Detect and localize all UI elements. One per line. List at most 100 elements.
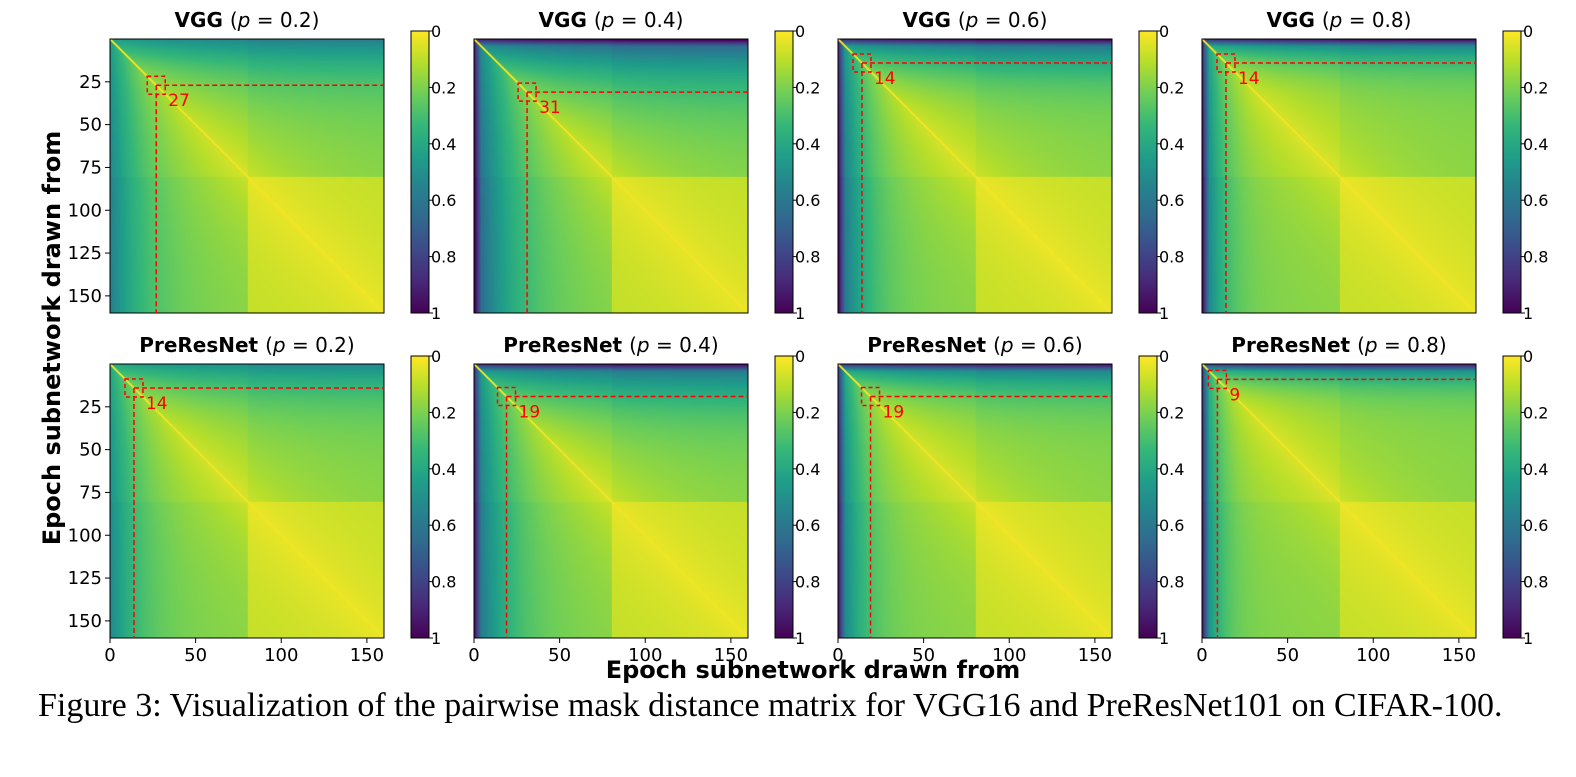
panel-title: PreResNet (p = 0.4) xyxy=(503,333,718,357)
y-tick-label: 125 xyxy=(68,243,102,264)
highlight-label: 14 xyxy=(146,394,168,414)
heatmap-frame xyxy=(473,38,749,314)
panel-title-value: = 0.4) xyxy=(650,333,719,357)
colorbar-tick-label: 0 xyxy=(1159,22,1169,41)
colorbar-tick-label: 0.2 xyxy=(431,403,456,422)
panel-title: VGG (p = 0.8) xyxy=(1267,8,1412,32)
panel-title: VGG (p = 0.4) xyxy=(539,8,684,32)
panel-title-model: PreResNet xyxy=(1231,333,1357,357)
panel-title-open: ( xyxy=(1322,8,1330,32)
colorbar-tick-label: 0.8 xyxy=(431,573,456,592)
colorbar-tick-label: 0 xyxy=(431,22,441,41)
panel-title: PreResNet (p = 0.8) xyxy=(1231,333,1446,357)
colorbar-tick-label: 0.4 xyxy=(431,460,456,479)
colorbar-tick-label: 0.2 xyxy=(795,403,820,422)
colorbar-tick-label: 0 xyxy=(431,347,441,366)
colorbar xyxy=(1502,30,1522,314)
panel-vgg-06: VGG (p = 0.6) 14 0 0.2 0.4 0.6 0.8 1 xyxy=(837,8,1184,323)
x-tick-label: 0 xyxy=(832,645,843,666)
x-tick-label: 150 xyxy=(1078,645,1112,666)
colorbar-tick-label: 0.8 xyxy=(1159,248,1184,267)
y-tick-label: 25 xyxy=(79,72,102,93)
panel-title-value: = 0.6) xyxy=(978,8,1047,32)
y-tick-label: 50 xyxy=(79,440,102,461)
heatmap-image xyxy=(110,39,384,313)
y-tick-label: 100 xyxy=(68,525,102,546)
colorbar xyxy=(774,30,794,314)
colorbar-tick-label: 1 xyxy=(431,304,441,323)
y-tick-label: 50 xyxy=(79,115,102,136)
x-tick-label: 100 xyxy=(264,645,298,666)
y-tick-label: 150 xyxy=(68,611,102,632)
colorbar-tick-label: 0.4 xyxy=(795,135,820,154)
colorbar-tick-label: 1 xyxy=(1159,304,1169,323)
panel-title-param: p xyxy=(965,8,979,32)
colorbar-tick-label: 0 xyxy=(1523,347,1533,366)
x-tick-label: 0 xyxy=(1196,645,1207,666)
panel-title-value: = 0.4) xyxy=(614,8,683,32)
colorbar xyxy=(1138,30,1158,314)
heatmap-image xyxy=(838,364,1112,638)
heatmap-frame xyxy=(109,363,385,639)
panel-vgg-04: VGG (p = 0.4) 31 0 0.2 0.4 0.6 0.8 1 xyxy=(473,8,820,323)
panel-title-model: VGG xyxy=(1267,8,1322,32)
panel-title-param: p xyxy=(237,8,251,32)
colorbar-tick-label: 0.4 xyxy=(1523,135,1548,154)
heatmap-frame xyxy=(837,38,1113,314)
heatmap-image xyxy=(838,39,1112,313)
colorbar-tick-label: 0.4 xyxy=(1523,460,1548,479)
colorbar-tick-label: 0.2 xyxy=(1523,403,1548,422)
colorbar-tick-label: 0.6 xyxy=(1159,516,1184,535)
colorbar xyxy=(1502,355,1522,639)
panel-title-open: ( xyxy=(265,333,273,357)
colorbar-tick-label: 0.6 xyxy=(1159,191,1184,210)
colorbar-tick-label: 1 xyxy=(431,629,441,648)
x-tick-label: 50 xyxy=(912,645,935,666)
panel-title: VGG (p = 0.2) xyxy=(175,8,320,32)
heatmap-frame xyxy=(837,363,1113,639)
x-tick-label: 0 xyxy=(104,645,115,666)
x-tick-label: 150 xyxy=(714,645,748,666)
x-tick-label: 50 xyxy=(1276,645,1299,666)
panel-title-open: ( xyxy=(230,8,238,32)
highlight-label: 14 xyxy=(1238,69,1260,89)
panel-title-open: ( xyxy=(958,8,966,32)
colorbar-tick-label: 0 xyxy=(795,347,805,366)
panel-title-param: p xyxy=(272,333,286,357)
panel-title-param: p xyxy=(601,8,615,32)
panel-title: VGG (p = 0.6) xyxy=(903,8,1048,32)
y-tick-label: 125 xyxy=(68,568,102,589)
panel-title-param: p xyxy=(1000,333,1014,357)
panel-title-param: p xyxy=(1364,333,1378,357)
highlight-label: 14 xyxy=(874,69,896,89)
colorbar-tick-label: 0.8 xyxy=(1523,573,1548,592)
y-tick-label: 100 xyxy=(68,200,102,221)
panel-title-value: = 0.2) xyxy=(250,8,319,32)
x-tick-label: 150 xyxy=(350,645,384,666)
x-tick-label: 50 xyxy=(548,645,571,666)
x-axis-label: Epoch subnetwork drawn from xyxy=(606,656,1021,684)
colorbar-tick-label: 0 xyxy=(795,22,805,41)
x-tick-label: 50 xyxy=(184,645,207,666)
panel-title: PreResNet (p = 0.6) xyxy=(867,333,1082,357)
panel-title-value: = 0.2) xyxy=(286,333,355,357)
colorbar-tick-label: 0.6 xyxy=(795,191,820,210)
colorbar-tick-label: 0.8 xyxy=(1523,248,1548,267)
heatmap-image xyxy=(474,364,748,638)
colorbar xyxy=(774,355,794,639)
panel-title-model: PreResNet xyxy=(139,333,265,357)
colorbar-tick-label: 1 xyxy=(795,629,805,648)
colorbar xyxy=(410,30,430,314)
heatmap-image xyxy=(1202,39,1476,313)
colorbar-tick-label: 0.4 xyxy=(795,460,820,479)
panel-title-param: p xyxy=(1329,8,1343,32)
panel-title-open: ( xyxy=(993,333,1001,357)
colorbar-tick-label: 0.8 xyxy=(795,248,820,267)
colorbar-tick-label: 1 xyxy=(1159,629,1169,648)
colorbar-tick-label: 0.8 xyxy=(1159,573,1184,592)
heatmap-frame xyxy=(109,38,385,314)
x-tick-label: 100 xyxy=(992,645,1026,666)
colorbar-tick-label: 0.2 xyxy=(795,78,820,97)
panel-title-model: VGG xyxy=(175,8,230,32)
